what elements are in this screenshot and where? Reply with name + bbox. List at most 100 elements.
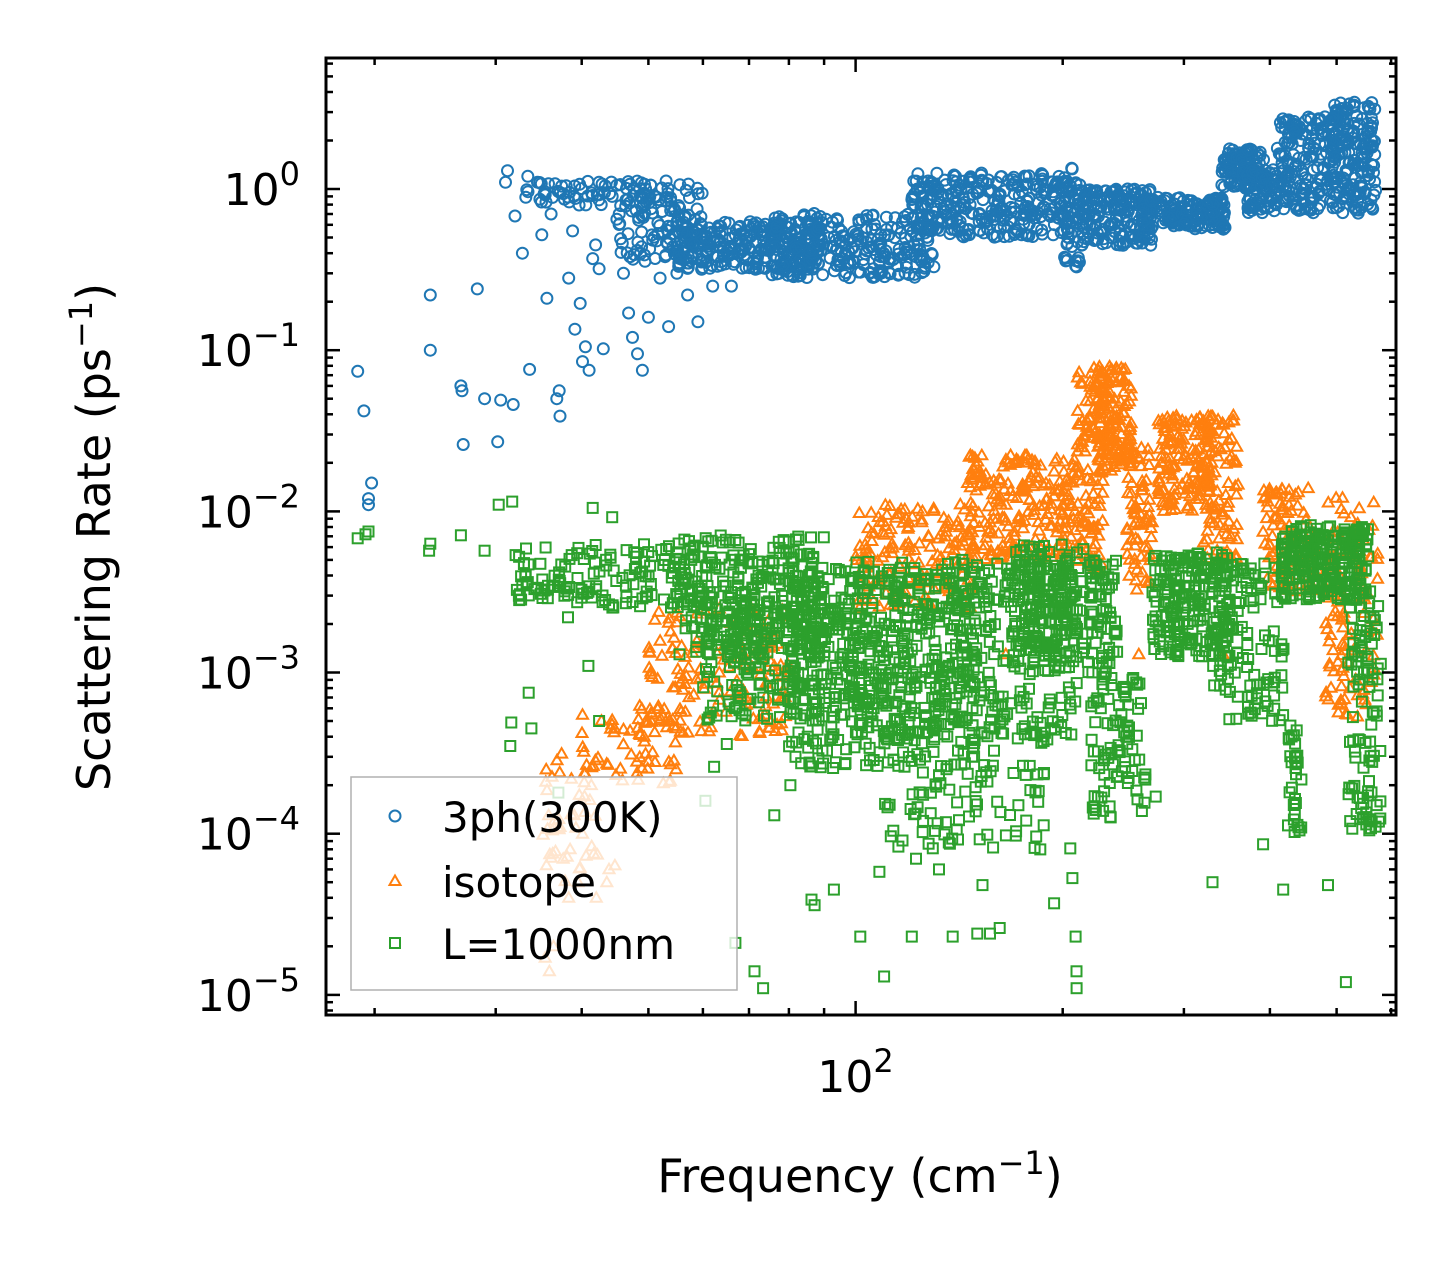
data-point	[865, 209, 879, 223]
data-point	[531, 175, 544, 189]
data-point	[806, 243, 820, 257]
data-point	[661, 615, 676, 628]
data-point	[1185, 442, 1200, 455]
data-point	[832, 221, 846, 235]
data-point	[538, 761, 554, 775]
data-point	[1134, 482, 1149, 496]
data-point	[1195, 221, 1209, 235]
data-point	[1071, 514, 1086, 527]
data-point	[1121, 568, 1137, 581]
data-point	[977, 515, 993, 528]
data-point	[620, 544, 633, 557]
data-point	[519, 190, 533, 204]
data-point	[552, 764, 567, 778]
data-point	[1335, 636, 1350, 650]
data-point	[684, 592, 697, 605]
data-point	[1000, 476, 1016, 489]
data-points	[351, 95, 1387, 995]
data-point	[671, 590, 684, 603]
data-point	[789, 215, 803, 229]
data-point	[671, 546, 684, 559]
data-point	[981, 498, 996, 512]
data-point	[1000, 454, 1016, 468]
data-point	[1065, 475, 1080, 488]
data-point	[735, 554, 748, 567]
data-point	[939, 515, 955, 529]
data-point	[556, 187, 570, 201]
data-point	[1008, 175, 1022, 189]
data-point	[865, 222, 879, 236]
data-point	[1030, 830, 1043, 843]
data-point	[982, 474, 997, 488]
data-point	[544, 207, 558, 221]
data-point	[1037, 200, 1051, 214]
data-point	[891, 268, 905, 282]
data-point	[1159, 462, 1174, 475]
data-point	[1287, 165, 1301, 179]
data-point	[1046, 464, 1062, 477]
data-point	[1176, 432, 1191, 445]
data-point	[1360, 146, 1374, 160]
data-point	[983, 209, 997, 223]
data-point	[1076, 428, 1091, 442]
data-point	[1070, 260, 1084, 274]
data-point	[675, 725, 691, 738]
data-point	[690, 641, 703, 654]
data-point	[936, 187, 950, 201]
data-point	[1074, 439, 1090, 453]
data-point	[1189, 412, 1204, 425]
data-point	[1133, 458, 1149, 472]
data-point	[1188, 443, 1203, 456]
data-point	[614, 199, 628, 213]
data-point	[703, 719, 719, 733]
data-point	[689, 633, 705, 646]
data-point	[1055, 505, 1070, 518]
data-point	[1026, 498, 1041, 511]
data-point	[1005, 488, 1020, 502]
data-point	[1208, 502, 1223, 515]
data-point	[883, 521, 899, 535]
data-point	[891, 221, 904, 235]
data-point	[581, 174, 595, 188]
data-point	[521, 169, 535, 183]
data-point	[1341, 117, 1354, 131]
data-point	[801, 548, 814, 561]
data-point	[689, 575, 702, 588]
data-point	[728, 228, 742, 242]
data-point	[876, 527, 892, 540]
data-point	[1215, 178, 1229, 192]
data-point	[910, 219, 924, 232]
data-point	[623, 196, 636, 210]
data-point	[706, 279, 720, 293]
data-point	[1116, 398, 1132, 411]
data-point	[603, 187, 617, 201]
data-point	[776, 258, 790, 272]
data-point	[616, 571, 629, 584]
data-point	[568, 322, 582, 336]
data-point	[1286, 117, 1300, 131]
data-point	[1112, 408, 1128, 422]
data-point	[901, 519, 916, 532]
data-point	[1331, 148, 1345, 162]
data-point	[989, 511, 1005, 524]
data-point	[509, 549, 522, 562]
data-point	[634, 760, 650, 774]
data-point	[1187, 427, 1203, 441]
data-point	[772, 210, 786, 224]
data-point	[695, 248, 709, 262]
data-point	[642, 546, 655, 559]
data-point	[1095, 513, 1110, 526]
data-point	[667, 679, 683, 693]
data-point	[1180, 453, 1195, 466]
data-point	[423, 288, 437, 302]
data-point	[681, 660, 696, 673]
data-point	[789, 533, 802, 546]
data-point	[1128, 572, 1144, 586]
data-point	[1056, 498, 1072, 511]
data-point	[731, 246, 744, 260]
data-point	[1235, 153, 1249, 167]
data-point	[1341, 125, 1355, 138]
data-point	[575, 707, 590, 720]
data-point	[1032, 470, 1047, 483]
data-point	[972, 215, 986, 229]
